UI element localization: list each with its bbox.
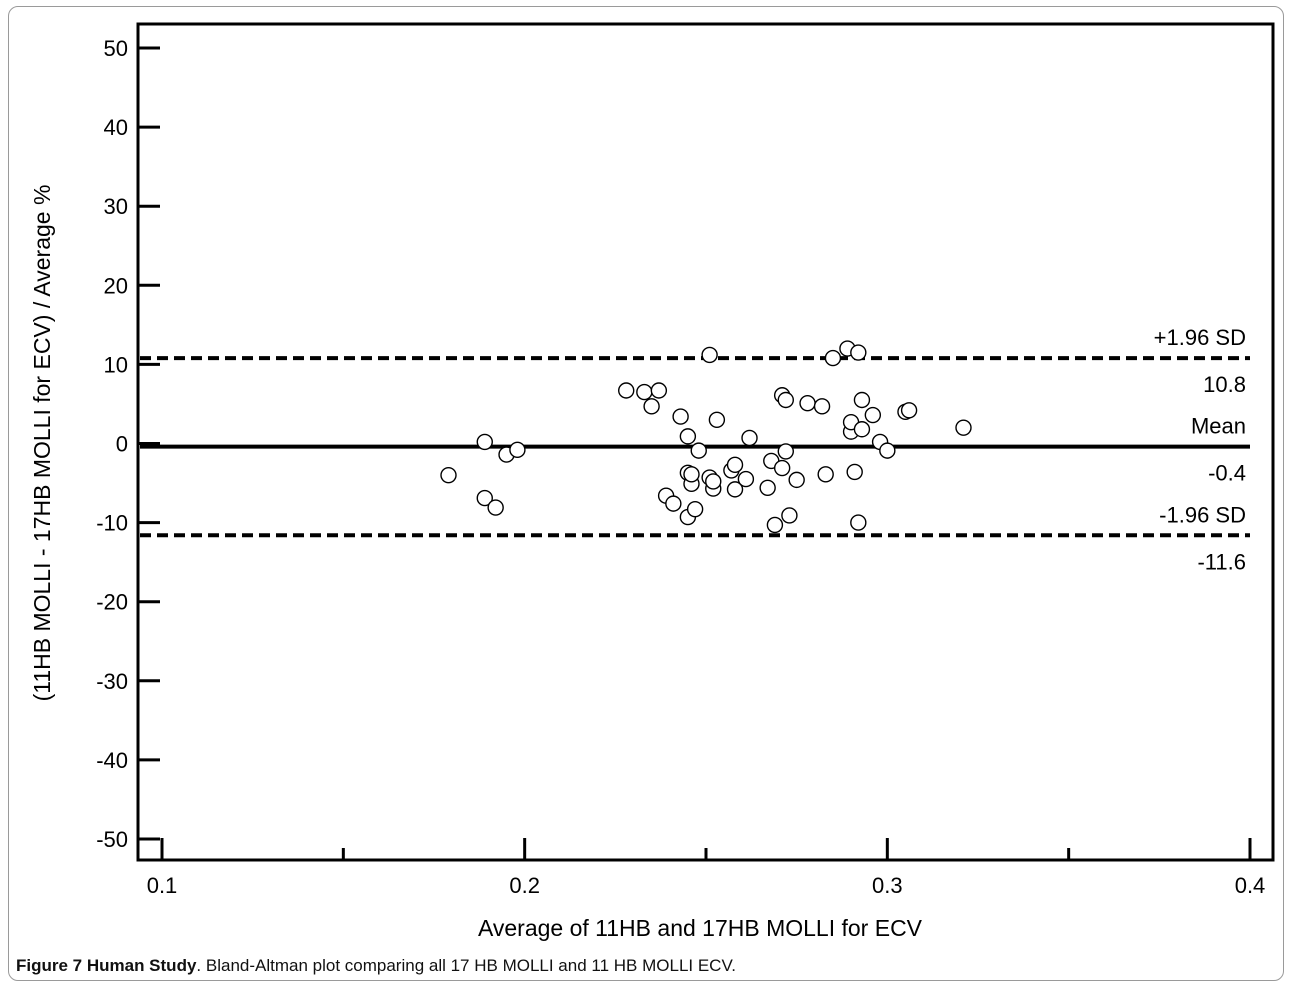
data-point	[817, 466, 834, 483]
x-tick-label: 0.3	[872, 873, 903, 898]
data-point	[726, 456, 744, 474]
x-tick-label: 0.1	[147, 873, 178, 898]
data-point	[726, 481, 744, 498]
figure-frame	[8, 6, 1284, 981]
data-point	[824, 349, 842, 367]
y-tick-label: -20	[96, 590, 128, 615]
y-tick-label: 20	[104, 273, 128, 298]
reference-line-label: +1.96 SD	[1154, 325, 1246, 350]
y-tick-label: -10	[96, 511, 128, 536]
data-point	[955, 419, 972, 436]
data-point	[672, 408, 689, 425]
data-point	[705, 473, 722, 490]
data-point	[813, 398, 831, 415]
data-point	[900, 402, 918, 419]
y-tick-label: -30	[96, 669, 128, 694]
y-tick-label: 50	[104, 36, 128, 61]
data-point	[773, 459, 791, 477]
data-point	[690, 442, 707, 459]
x-axis-title: Average of 11HB and 17HB MOLLI for ECV	[478, 915, 923, 941]
data-point	[665, 495, 682, 512]
y-axis-title: (11HB MOLLI - 17HB MOLLI for ECV) / Aver…	[29, 185, 55, 702]
data-point	[853, 391, 871, 409]
x-axis-ticks: 0.1 0.2 0.3 0.4	[147, 838, 1266, 898]
data-point	[679, 428, 697, 445]
data-point	[618, 382, 635, 399]
data-points	[440, 340, 972, 534]
data-point	[476, 489, 493, 507]
data-point	[777, 443, 794, 460]
y-tick-label: 40	[104, 115, 128, 140]
data-point	[741, 429, 758, 447]
y-tick-label: 10	[104, 352, 128, 377]
y-tick-label: -40	[96, 748, 128, 773]
reference-line-value: -0.4	[1208, 461, 1246, 486]
data-point	[781, 507, 798, 524]
data-point	[799, 394, 816, 412]
data-point	[701, 346, 718, 364]
reference-line-label: -1.96 SD	[1159, 502, 1246, 527]
plot-area-border	[136, 22, 1275, 862]
data-point	[686, 500, 704, 518]
y-tick-label: 0	[116, 432, 128, 457]
caption-text: . Bland-Altman plot comparing all 17 HB …	[196, 956, 736, 975]
data-point	[487, 499, 504, 516]
reference-line-value: -11.6	[1197, 549, 1246, 574]
reference-line-value: 10.8	[1203, 372, 1246, 397]
reference-line-label: Mean	[1191, 414, 1246, 439]
data-point	[440, 466, 457, 484]
y-tick-label: 30	[104, 194, 128, 219]
data-point	[737, 470, 755, 488]
data-point	[650, 382, 668, 399]
figure-caption: Figure 7 Human Study. Bland-Altman plot …	[16, 956, 736, 976]
data-point	[683, 466, 700, 483]
data-point	[476, 433, 493, 451]
y-tick-label: -50	[96, 827, 128, 852]
caption-label: Figure 7 Human Study	[16, 956, 197, 975]
data-point	[879, 442, 896, 459]
data-point	[850, 344, 867, 361]
y-axis-ticks: 50 40 30 20 10 0 -10 -20 -30 -40 -50	[96, 36, 160, 852]
data-point	[643, 398, 660, 415]
data-point	[766, 516, 784, 534]
data-point	[788, 471, 805, 489]
data-point	[759, 479, 776, 496]
data-point	[846, 463, 863, 481]
data-point	[708, 411, 726, 428]
x-tick-label: 0.2	[509, 873, 540, 898]
data-point	[864, 406, 882, 424]
data-point	[777, 391, 794, 409]
data-point	[509, 441, 526, 459]
data-point	[850, 514, 867, 531]
x-tick-label: 0.4	[1235, 873, 1266, 898]
data-point	[636, 383, 653, 401]
data-point	[853, 421, 871, 438]
